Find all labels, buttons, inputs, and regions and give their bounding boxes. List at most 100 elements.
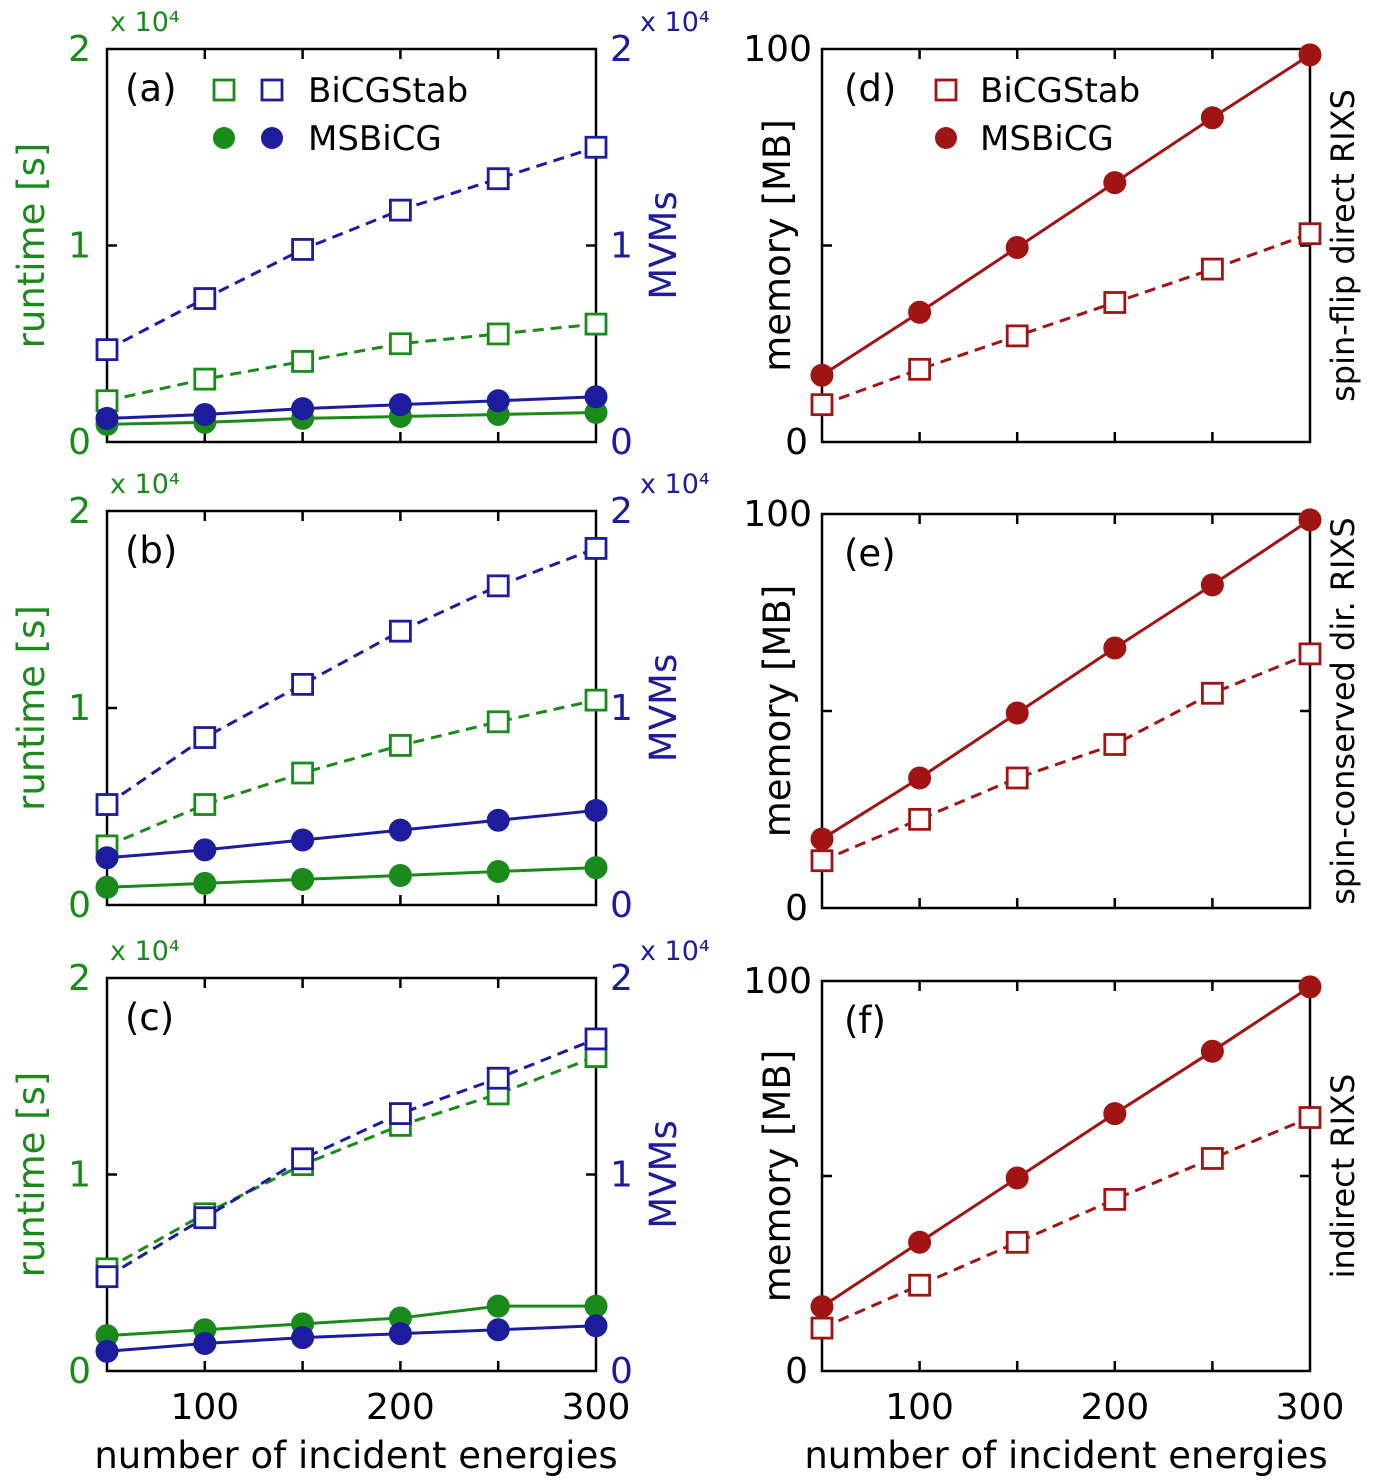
panel-d-series-1-point <box>908 300 932 324</box>
panel-b-series-1-point <box>584 537 608 560</box>
panel-a-series-0-point <box>486 322 510 346</box>
panel-c-series-3-point <box>95 1339 119 1363</box>
panel-b-series-3-point <box>388 818 412 842</box>
panel-a-right-multiplier: x 10⁴ <box>640 7 710 38</box>
panel-a-series-3-point <box>486 389 510 413</box>
panel-d-side-label: spin-flip direct RIXS <box>1324 89 1362 402</box>
panel-b-series-0-point <box>584 688 608 712</box>
panel-a-series-3-line <box>106 395 597 420</box>
panel-c-left-multiplier: x 10⁴ <box>110 936 180 967</box>
panel-d-series-1-point <box>1200 106 1224 130</box>
panel-b-series-3-point <box>95 846 119 870</box>
panel-b-left-y-label: runtime [s] <box>10 605 53 811</box>
panel-b-left-y-tick-label: 1 <box>68 688 91 729</box>
panel-e-series-1-point <box>908 766 932 790</box>
panel-b-series-3-line <box>106 808 597 860</box>
legend-bicg-label: BiCGStab <box>980 71 1140 111</box>
legend-bicg-red-marker <box>934 78 958 102</box>
panel-c-left-y-tick-label: 2 <box>68 958 91 999</box>
panel-a-series-1-point <box>388 198 412 222</box>
panel-d-series-0-point <box>1005 324 1029 348</box>
panel-e-series-0-line <box>821 652 1311 863</box>
panel-c-right-y-tick-label: 1 <box>610 1155 633 1196</box>
legend-msbicg-red-marker <box>935 127 957 149</box>
panel-b-series-2-point <box>486 860 510 884</box>
panel-f-x-tick-label: 300 <box>1276 1387 1345 1428</box>
panel-c-series-2-line <box>106 1304 596 1338</box>
panel-b-right-y-tick-label: 1 <box>610 688 633 729</box>
panel-c-x-tick-labels: 100 200 300 <box>170 1387 630 1428</box>
panel-c-x-tick-label: 200 <box>366 1387 435 1428</box>
panel-a-series-0-point <box>291 350 315 373</box>
panel-f-y-tick-label: 100 <box>743 961 812 1002</box>
panel-c-series-0-line <box>106 1055 597 1271</box>
panel-f-series-0-point <box>1201 1147 1224 1170</box>
panel-b-series-2-point <box>291 867 315 891</box>
panel-b-left-multiplier: x 10⁴ <box>110 469 180 500</box>
panel-e-series-0-point <box>1201 681 1224 705</box>
panel-c-label: (c) <box>125 996 174 1039</box>
panel-c-left-y-tick-label: 1 <box>68 1155 91 1196</box>
panel-a-label: (a) <box>125 67 177 110</box>
panel-b-series-2-point <box>584 856 608 880</box>
panel-b-right-y-tick-label: 0 <box>610 885 633 926</box>
panel-b-series-1-point <box>486 574 510 598</box>
panel-b-series-0-point <box>291 761 315 785</box>
panel-c-left-y-label: runtime [s] <box>10 1072 53 1278</box>
panel-f-series-0-line <box>821 1116 1311 1330</box>
panel-c-series-1-line <box>106 1037 597 1278</box>
panel-d: 0 100 memory [MB] spin-flip direct RIXS (d) <box>743 29 1362 463</box>
panel-a-series-1-point <box>193 287 217 310</box>
panel-a-series-0-line <box>106 322 597 403</box>
panel-c-series-1-point <box>291 1147 315 1171</box>
panel-e-label: (e) <box>844 532 896 575</box>
panel-c-x-tick-label: 100 <box>170 1387 239 1428</box>
panel-c-series-1-point <box>388 1102 412 1125</box>
panel-d-label: (d) <box>844 67 896 110</box>
panel-f-series-0-point <box>810 1316 834 1340</box>
panel-d-series-0-line <box>821 232 1311 407</box>
panel-b-series-0-point <box>388 734 412 757</box>
panel-d-series-0-point <box>1103 291 1127 314</box>
panel-f-series-1-point <box>1103 1102 1127 1126</box>
panel-e-series-0-point <box>1298 642 1322 666</box>
panel-f-x-tick-label: 100 <box>885 1387 954 1428</box>
panel-c-series-2-point <box>486 1294 510 1318</box>
panel-a-series-0-point <box>388 332 412 356</box>
panel-f-x-tick-label: 200 <box>1080 1387 1149 1428</box>
panel-b-left-y-tick-label: 2 <box>68 491 91 532</box>
panel-f-series-1-point <box>810 1295 834 1319</box>
panel-a-left-y-tick-label: 0 <box>68 422 91 463</box>
panel-e-series-1-point <box>810 827 834 851</box>
panel-d-series-1-point <box>1005 235 1029 259</box>
panel-d-series-1-point <box>810 363 834 387</box>
panel-a-series-1-point <box>95 338 119 362</box>
panel-b-series-2-point <box>388 863 412 887</box>
panel-b-series-0-point <box>193 793 217 816</box>
panel-a-left-multiplier: x 10⁴ <box>110 7 180 38</box>
panel-f-y-tick-label: 0 <box>785 1351 808 1392</box>
panel-b-series-1-point <box>95 793 119 816</box>
panel-e-y-tick-label: 100 <box>743 494 812 535</box>
panel-b-series-1-point <box>291 672 315 696</box>
panel-e-series-0-point <box>1103 733 1127 756</box>
legend-bicg-label: BiCGStab <box>308 71 468 111</box>
panel-c-left-y-tick-label: 0 <box>68 1351 91 1392</box>
panel-c-series-3-point <box>291 1326 315 1350</box>
x-axis-label-left: number of incident energies <box>94 1434 617 1477</box>
panel-e-series-1-line <box>821 518 1311 841</box>
panel-c-series-3-point <box>486 1318 510 1342</box>
panel-d-series-0-point <box>1201 257 1224 281</box>
panel-c-series-2-point <box>584 1294 608 1318</box>
panel-a-series-1-point <box>291 238 315 261</box>
panel-b-series-2-point <box>193 871 217 895</box>
panel-d-series-0-point <box>908 357 931 381</box>
panel-d-y-label: memory [MB] <box>756 119 799 372</box>
legend-msbicg-label: MSBiCG <box>308 119 442 159</box>
panel-f-series-1-line <box>821 985 1311 1308</box>
panel-a-left-y-label: runtime [s] <box>10 143 53 349</box>
panel-a-right-y-tick-label: 2 <box>610 29 633 70</box>
panel-b-series-3-point <box>486 808 510 832</box>
panel-a-series-2-line <box>106 411 597 426</box>
